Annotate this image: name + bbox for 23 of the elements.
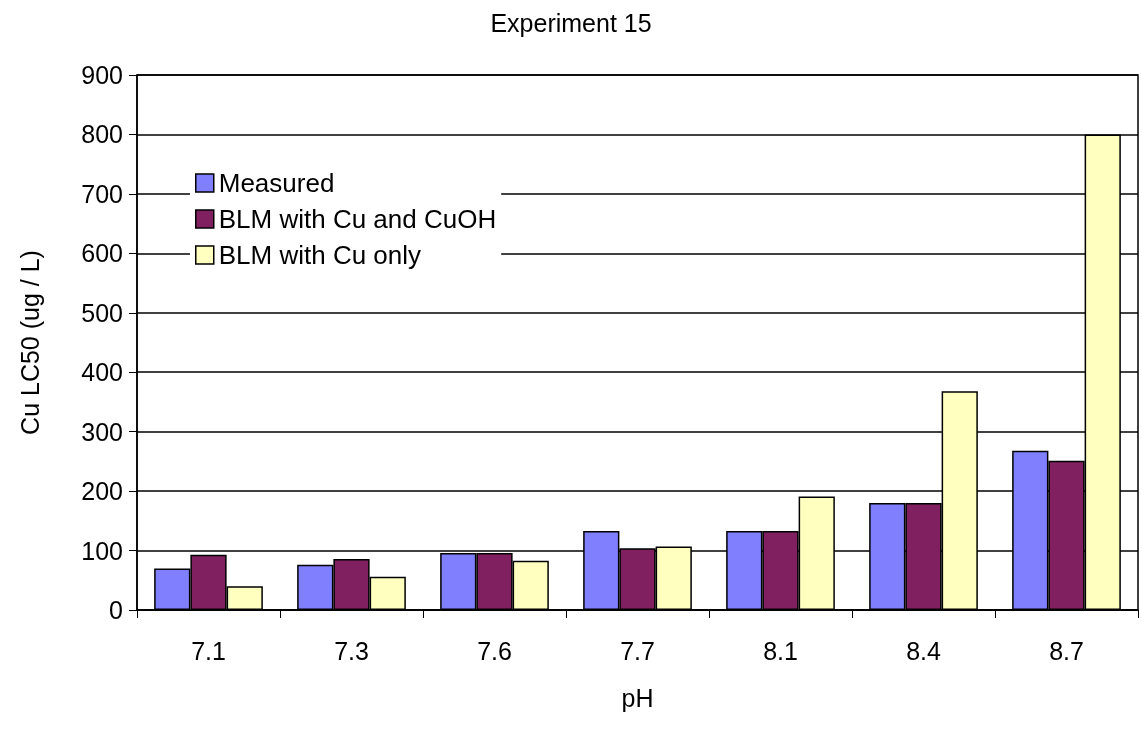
x-tick-label: 8.1 <box>763 636 798 665</box>
y-tick-label: 400 <box>81 358 123 387</box>
y-tick-label: 100 <box>81 536 123 565</box>
x-tick-label: 7.1 <box>191 636 226 665</box>
y-tick-label: 600 <box>81 239 123 268</box>
y-tick-label: 700 <box>81 179 123 208</box>
x-axis-title: pH <box>621 683 654 712</box>
y-tick-label: 0 <box>109 596 123 624</box>
y-tick-label: 500 <box>81 298 123 327</box>
legend-label: BLM with Cu only <box>218 240 422 270</box>
y-tick-label: 300 <box>81 417 123 446</box>
x-tick-label: 7.3 <box>334 636 369 665</box>
x-tick-label: 8.4 <box>906 636 941 665</box>
chart-title: Experiment 15 <box>490 8 652 37</box>
y-tick-label: 800 <box>81 120 123 149</box>
y-tick-label: 200 <box>81 477 123 506</box>
x-tick-label: 7.7 <box>620 636 655 665</box>
x-tick-label: 8.7 <box>1049 636 1084 665</box>
legend-label: Measured <box>218 168 335 198</box>
y-tick-label: 900 <box>81 61 123 89</box>
y-axis-title: Cu LC50 (ug / L) <box>15 250 44 435</box>
x-tick-label: 7.6 <box>477 636 512 665</box>
legend-label: BLM with Cu and CuOH <box>218 204 497 234</box>
